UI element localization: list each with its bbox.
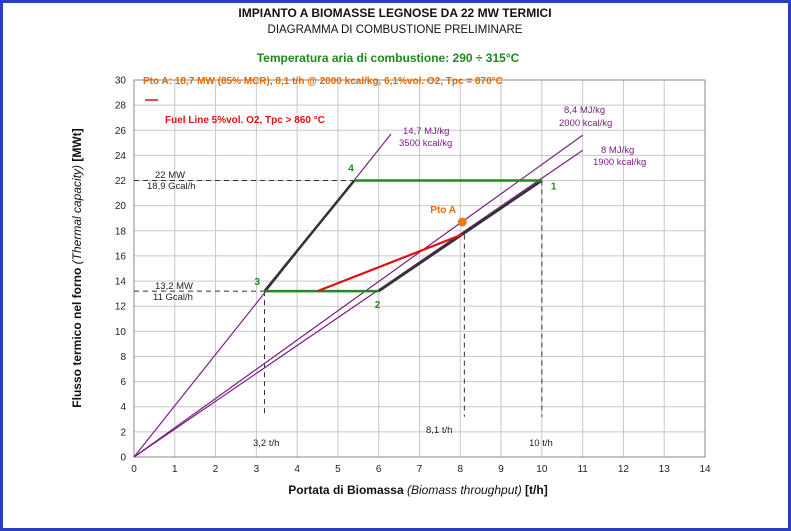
point-label-3: 3 bbox=[255, 277, 261, 288]
lhv-14-7-label: 14,7 MJ/kg bbox=[403, 126, 449, 137]
series-lines bbox=[133, 133, 583, 458]
x-tick-5: 5 bbox=[335, 464, 341, 475]
x-tick-10: 10 bbox=[536, 464, 548, 475]
mw22-label: 22 MW bbox=[155, 170, 185, 181]
lhv-1900-label: 1900 kcal/kg bbox=[593, 157, 646, 168]
lhv-3500-label: 3500 kcal/kg bbox=[399, 138, 452, 149]
gcal18-label: 18,9 Gcal/h bbox=[147, 181, 196, 192]
x-tick-labels: 0 1 2 3 4 5 6 7 8 9 10 11 12 13 14 bbox=[131, 464, 711, 475]
series-fuel-line-5pct bbox=[317, 233, 463, 293]
y-tick-26: 26 bbox=[115, 126, 127, 137]
guide-lines bbox=[134, 180, 543, 417]
y-tick-14: 14 bbox=[115, 277, 127, 288]
plot-area bbox=[133, 79, 706, 458]
x-tick-13: 13 bbox=[659, 464, 671, 475]
x-axis-label: Portata di Biomassa (Biomass throughput)… bbox=[288, 483, 547, 497]
y-tick-12: 12 bbox=[115, 302, 127, 313]
point-labels: 1 2 3 4 bbox=[255, 164, 557, 312]
x-tick-1: 1 bbox=[172, 464, 178, 475]
chart-title: IMPIANTO A BIOMASSE LEGNOSE DA 22 MW TER… bbox=[238, 6, 551, 20]
mw13-label: 13,2 MW bbox=[155, 281, 193, 292]
throughput-3-2-label: 3,2 t/h bbox=[253, 438, 279, 449]
y-tick-4: 4 bbox=[120, 402, 126, 413]
temperature-note: Temperatura aria di combustione: 290 ÷ 3… bbox=[257, 51, 520, 65]
pto-a-description: Pto A: 18,7 MW (85% MCR), 8,1 t/h @ 2000… bbox=[143, 76, 503, 87]
gcal11-label: 11 Gcal/h bbox=[153, 292, 193, 303]
x-tick-14: 14 bbox=[699, 464, 711, 475]
y-tick-22: 22 bbox=[115, 176, 127, 187]
x-tick-6: 6 bbox=[376, 464, 382, 475]
lhv-8-label: 8 MJ/kg bbox=[601, 145, 634, 156]
y-tick-0: 0 bbox=[120, 453, 126, 464]
x-tick-0: 0 bbox=[131, 464, 137, 475]
point-label-1: 1 bbox=[551, 182, 557, 193]
y-tick-18: 18 bbox=[115, 226, 127, 237]
y-tick-24: 24 bbox=[115, 151, 127, 162]
y-tick-10: 10 bbox=[115, 327, 127, 338]
throughput-8-1-label: 8,1 t/h bbox=[426, 425, 452, 436]
x-tick-8: 8 bbox=[458, 464, 464, 475]
y-axis-label: Flusso termico nel forno (Thermal capaci… bbox=[70, 128, 84, 407]
y-tick-6: 6 bbox=[120, 377, 126, 388]
x-tick-3: 3 bbox=[254, 464, 260, 475]
y-tick-30: 30 bbox=[115, 76, 127, 87]
point-a-label: Pto A bbox=[430, 205, 456, 216]
fuel-line-description: Fuel Line 5%vol. O2, Tpc > 860 °C bbox=[165, 115, 325, 126]
y-tick-16: 16 bbox=[115, 251, 127, 262]
x-tick-7: 7 bbox=[417, 464, 423, 475]
x-tick-9: 9 bbox=[498, 464, 504, 475]
series-limit-3-4 bbox=[263, 179, 356, 292]
series-lhv-8 bbox=[133, 149, 583, 458]
x-tick-4: 4 bbox=[294, 464, 300, 475]
y-tick-28: 28 bbox=[115, 101, 127, 112]
y-tick-8: 8 bbox=[120, 352, 126, 363]
chart-subtitle: DIAGRAMMA DI COMBUSTIONE PRELIMINARE bbox=[268, 24, 523, 36]
x-tick-2: 2 bbox=[213, 464, 219, 475]
x-tick-12: 12 bbox=[618, 464, 630, 475]
point-label-2: 2 bbox=[375, 300, 381, 311]
series-lhv-8-4 bbox=[133, 134, 583, 458]
y-tick-2: 2 bbox=[120, 427, 126, 438]
point-label-4: 4 bbox=[348, 164, 354, 175]
lhv-8-4-label: 8,4 MJ/kg bbox=[564, 105, 605, 116]
throughput-10-label: 10 t/h bbox=[529, 438, 553, 449]
y-tick-20: 20 bbox=[115, 201, 127, 212]
lhv-2000-label: 2000 kcal/kg bbox=[559, 118, 612, 129]
point-a-marker bbox=[457, 217, 467, 227]
x-tick-11: 11 bbox=[577, 464, 588, 475]
